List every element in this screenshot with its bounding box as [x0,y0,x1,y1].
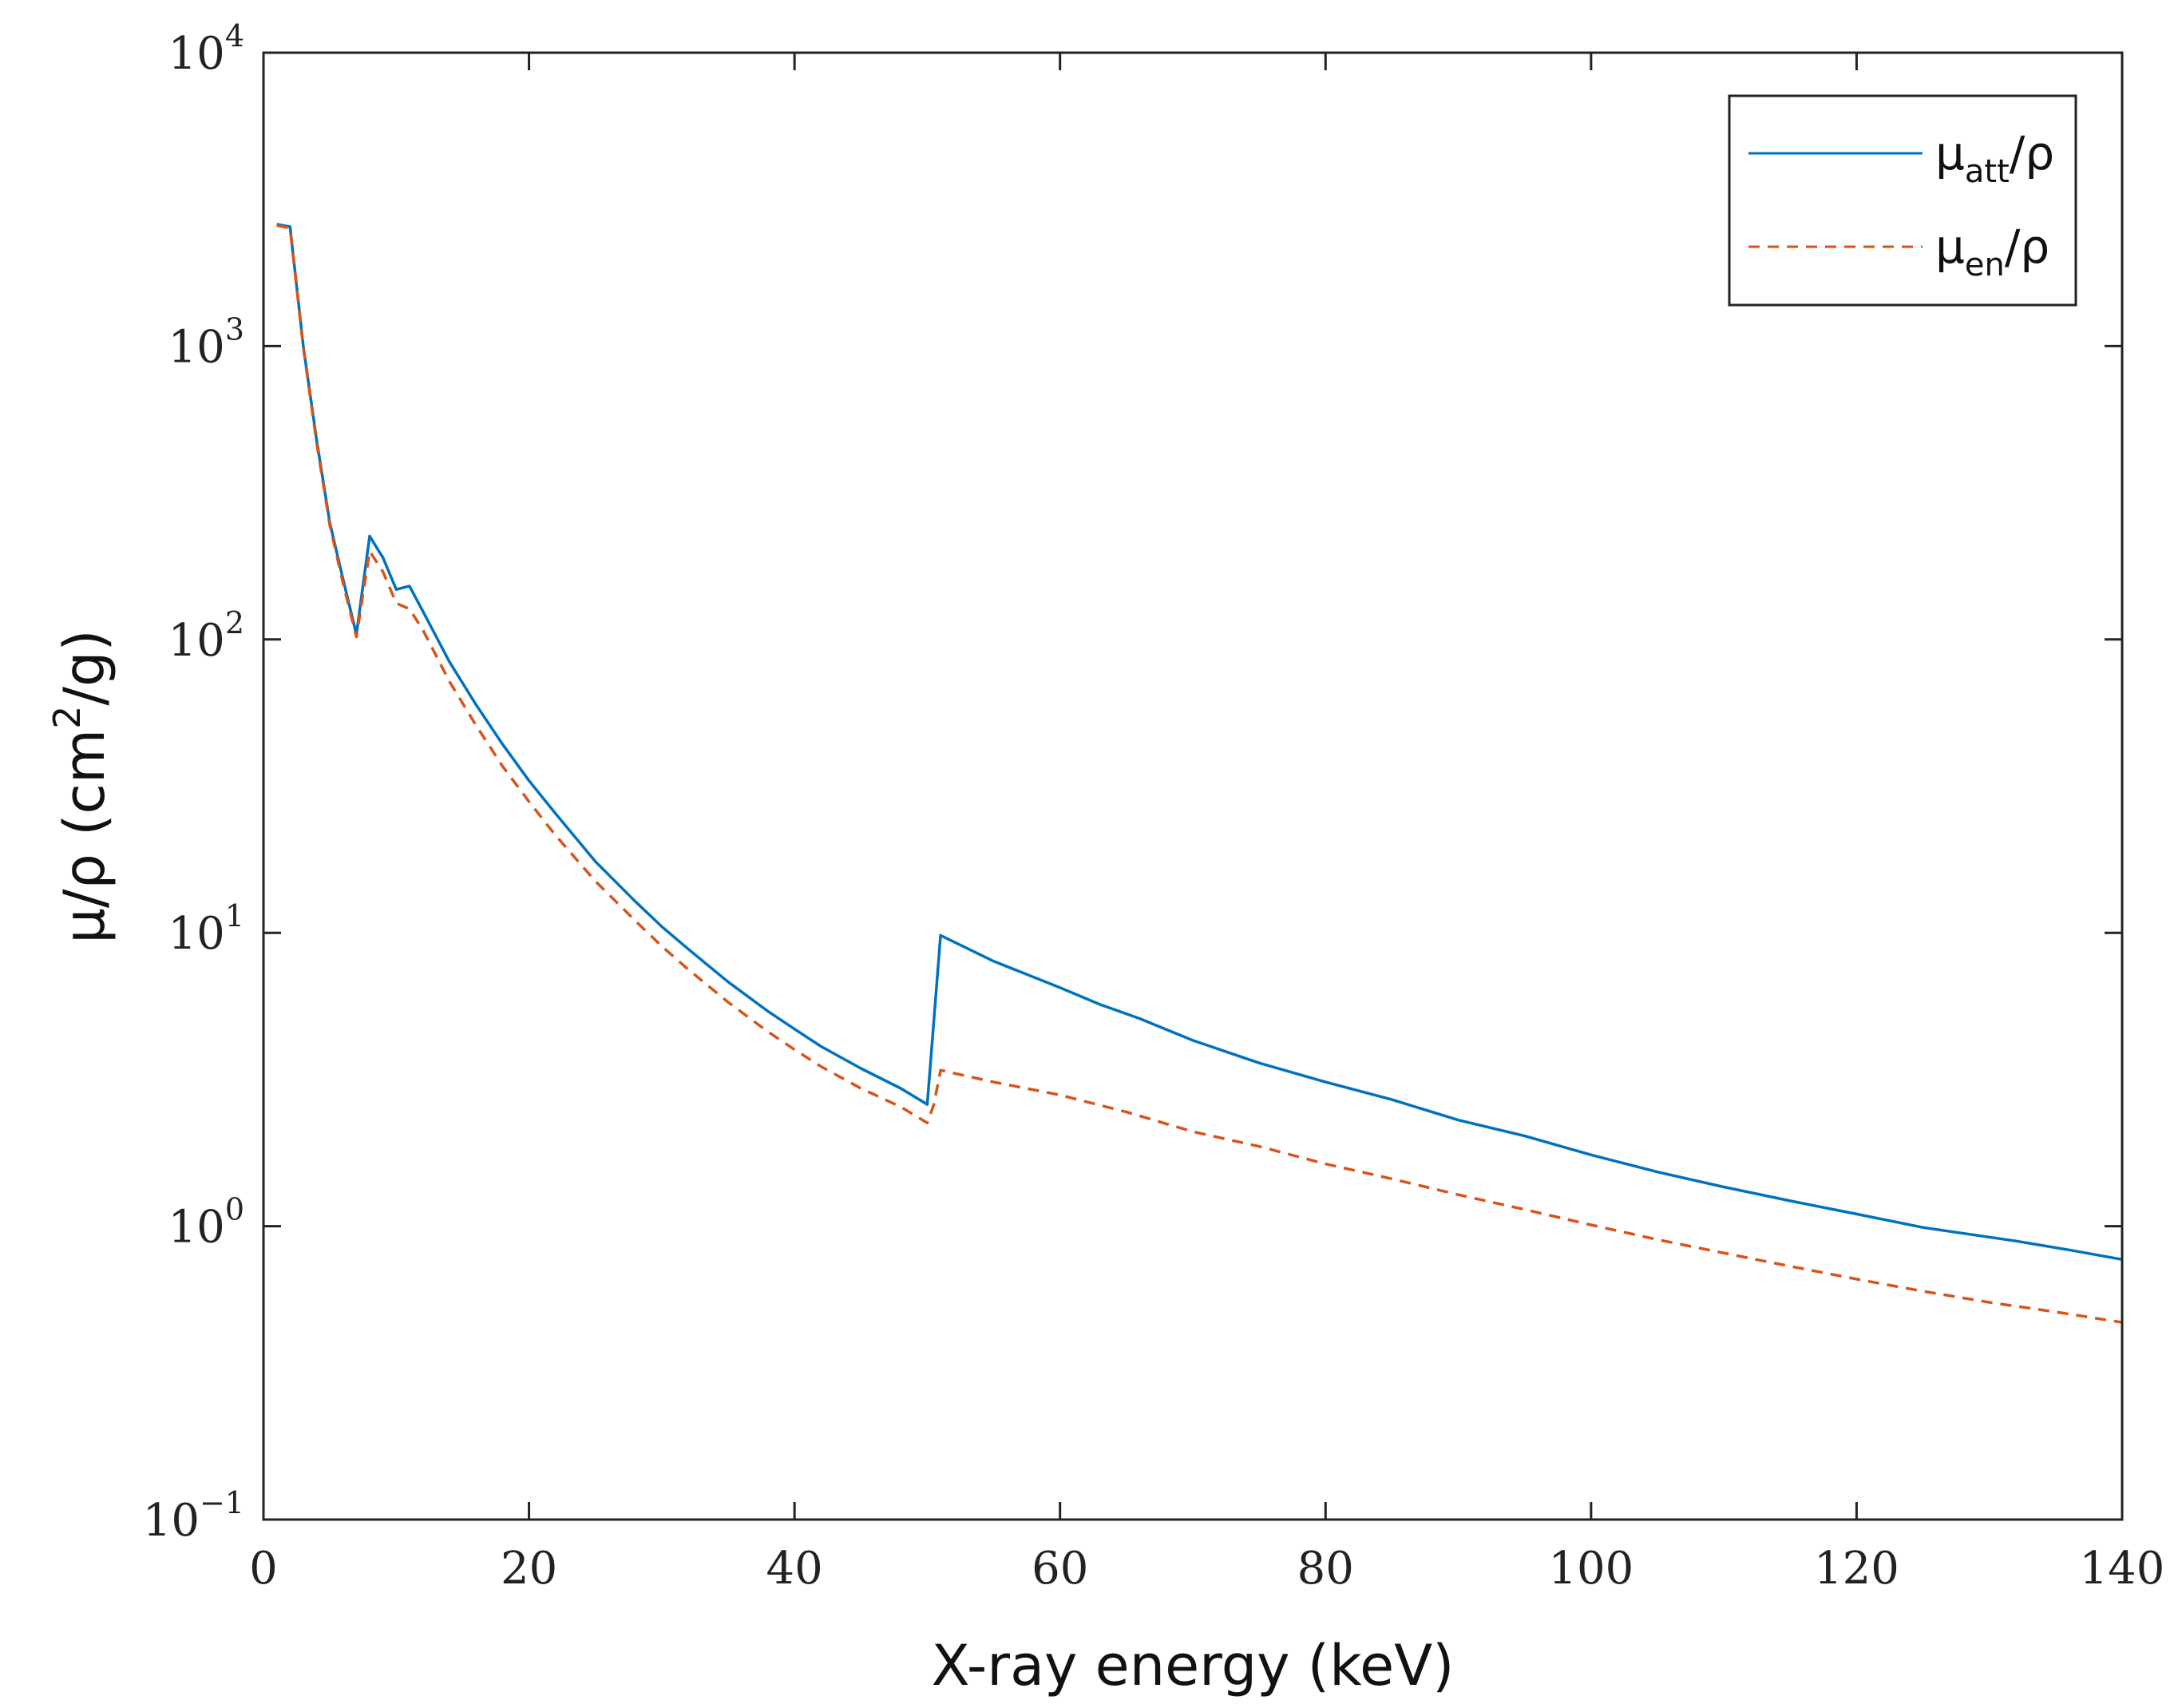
x-tick-label: 40 [766,1543,823,1595]
y-tick-exponent: −1 [200,1485,244,1520]
x-tick-label: 80 [1297,1543,1354,1595]
legend-box [1728,94,2077,307]
y-axis-title-prefix: μ/ρ (cm [52,729,117,944]
y-tick-exponent: 2 [225,605,244,640]
x-tick-labels: 0 20 40 60 80 100 120 140 [249,1543,2164,1595]
y-tick-label: 102 [168,605,244,667]
y-tick-label: 100 [168,1192,244,1254]
y-tick-exponent: 0 [225,1192,244,1227]
y-tick-label: 103 [168,311,244,373]
legend-label-att: μatt/ρ [1935,126,2054,190]
y-axis-title-superscript: 2 [46,706,89,729]
y-tick-base: 10 [168,615,225,667]
series-line-att [276,223,2123,1262]
y-tick-exponent: 4 [225,18,244,53]
x-tick-label: 140 [2080,1543,2165,1595]
x-tick-label: 20 [501,1543,557,1595]
x-tick-label: 0 [249,1543,278,1595]
y-tick-base: 10 [168,28,225,80]
y-axis-title-suffix: /g) [52,629,117,705]
y-tick-exponent: 1 [225,898,244,933]
x-axis-title: X-ray energy (keV) [932,1633,1455,1698]
y-tick-base: 10 [168,321,225,373]
x-tick-label: 100 [1548,1543,1634,1595]
y-tick-label: 101 [168,898,244,960]
y-axis-title: μ/ρ (cm2/g) [46,629,117,943]
legend: μatt/ρ μen/ρ [1728,94,2077,307]
ticks-layer [262,51,2124,1521]
y-tick-base: 10 [168,908,225,960]
y-tick-exponent: 3 [225,311,244,347]
y-tick-base: 10 [168,1202,225,1254]
plot-area-frame [262,51,2124,1521]
y-tick-label: 10−1 [143,1485,244,1547]
x-tick-label: 120 [1814,1543,1899,1595]
series-layer [276,223,2123,1324]
y-tick-base: 10 [143,1495,200,1547]
series-line-en [276,224,2123,1324]
x-tick-label: 60 [1032,1543,1088,1595]
y-tick-label: 104 [168,18,244,80]
legend-label-en: μen/ρ [1935,220,2049,283]
